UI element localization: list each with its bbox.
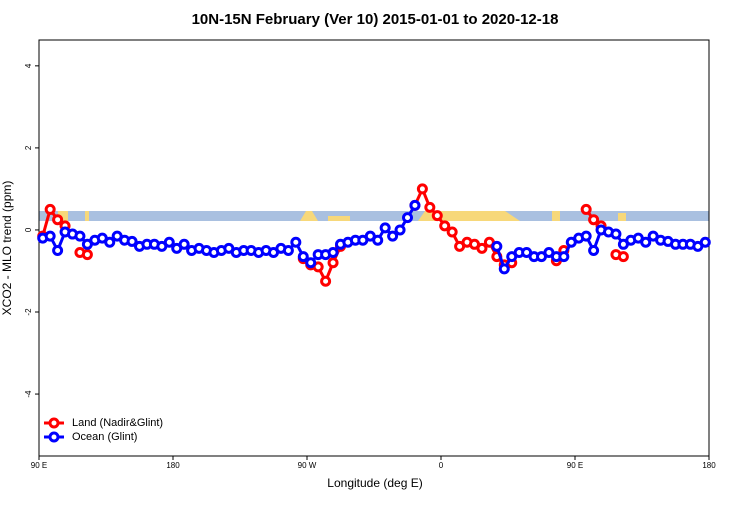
- point: [327, 257, 339, 269]
- x-axis-label: Longitude (deg E): [327, 476, 422, 490]
- point: [558, 251, 570, 263]
- point: [491, 240, 503, 252]
- plot-frame: [38, 39, 710, 457]
- y-tick-label: -2: [24, 308, 33, 316]
- point: [617, 251, 629, 263]
- point: [282, 244, 294, 256]
- point: [74, 230, 86, 242]
- legend-label: Ocean (Glint): [72, 431, 137, 443]
- y-axis-label: XCO2 - MLO trend (ppm): [0, 181, 14, 316]
- point: [416, 183, 428, 195]
- x-tick-label: 90 E: [31, 461, 47, 470]
- point: [387, 230, 399, 242]
- point: [610, 228, 622, 240]
- x-tick-label: 90 W: [298, 461, 317, 470]
- y-tick-label: 4: [24, 63, 33, 68]
- point: [640, 236, 652, 248]
- point: [588, 244, 600, 256]
- point: [44, 203, 56, 215]
- point: [394, 224, 406, 236]
- point: [104, 236, 116, 248]
- point: [81, 249, 93, 261]
- point: [476, 242, 488, 254]
- point: [44, 230, 56, 242]
- map-strip: [39, 211, 709, 221]
- point: [402, 212, 413, 224]
- point: [379, 222, 391, 234]
- legend-marker: [48, 417, 60, 429]
- legend-label: Land (Nadir&Glint): [72, 417, 163, 429]
- x-tick-label: 180: [166, 461, 180, 470]
- y-tick-label: -4: [24, 390, 33, 398]
- point: [424, 201, 436, 213]
- point: [580, 203, 592, 215]
- point: [580, 230, 592, 242]
- point: [297, 251, 309, 263]
- point: [439, 220, 451, 232]
- point: [290, 236, 302, 248]
- y-tick-label: 0: [24, 227, 33, 232]
- chart-title: 10N-15N February (Ver 10) 2015-01-01 to …: [192, 11, 559, 28]
- legend-marker: [48, 431, 60, 443]
- point: [498, 263, 510, 275]
- point: [409, 199, 421, 211]
- point: [446, 226, 458, 238]
- point: [320, 275, 332, 287]
- x-tick-label: 0: [439, 461, 444, 470]
- point: [305, 257, 317, 269]
- point: [699, 236, 711, 248]
- point: [126, 235, 138, 247]
- y-tick-label: 2: [24, 145, 33, 150]
- point: [372, 234, 384, 246]
- x-tick-label: 180: [702, 461, 716, 470]
- x-tick-label: 90 E: [567, 461, 583, 470]
- point: [163, 236, 175, 248]
- point: [327, 247, 339, 259]
- point: [178, 238, 190, 250]
- point: [588, 214, 600, 226]
- point: [431, 210, 443, 222]
- point: [52, 214, 64, 226]
- point: [52, 244, 64, 256]
